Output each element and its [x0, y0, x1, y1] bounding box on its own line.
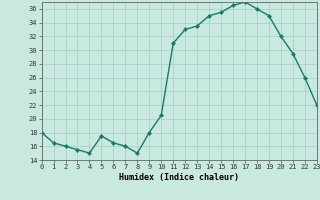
X-axis label: Humidex (Indice chaleur): Humidex (Indice chaleur): [119, 173, 239, 182]
